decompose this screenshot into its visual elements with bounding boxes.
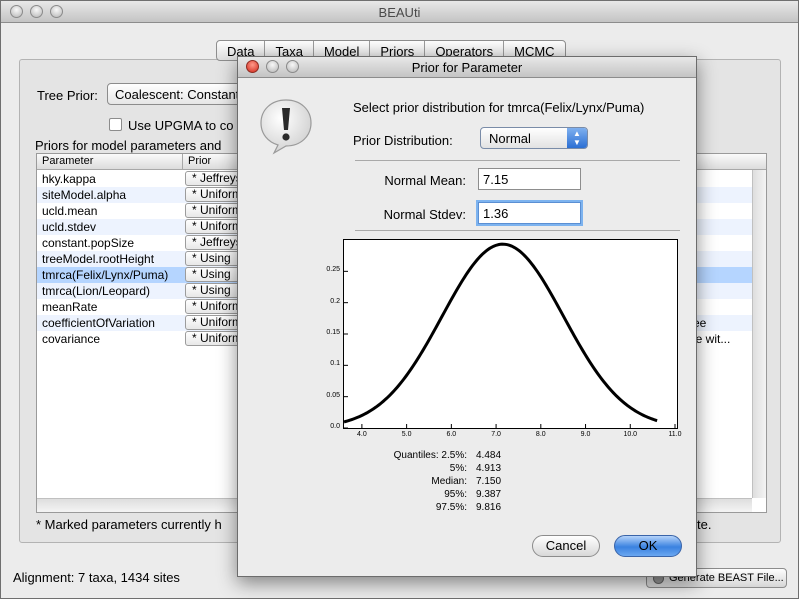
tab-mcmc[interactable]: MCMC bbox=[514, 44, 555, 59]
quantile-label: 5%: bbox=[449, 463, 467, 474]
tab-model[interactable]: Model bbox=[314, 41, 371, 60]
quantile-value: 9.387 bbox=[476, 489, 502, 500]
tab-operators[interactable]: Operators bbox=[425, 41, 505, 60]
parameter-name: tmrca(Felix/Lynx/Puma) bbox=[42, 268, 169, 282]
x-tick-label: 11.0 bbox=[668, 431, 682, 438]
prior-distribution-label: Prior Distribution: bbox=[353, 133, 453, 148]
priors-heading: Priors for model parameters and bbox=[35, 138, 222, 153]
x-tick-label: 10.0 bbox=[623, 431, 638, 438]
density-curve-chart bbox=[343, 242, 676, 429]
y-tick-label: 0.0 bbox=[330, 423, 340, 430]
distribution-plot bbox=[343, 239, 678, 429]
quantile-label: Median: bbox=[431, 476, 467, 487]
y-tick-label: 0.1 bbox=[330, 360, 340, 368]
column-header-prior[interactable]: Prior bbox=[188, 155, 212, 167]
exclamation-alert-icon bbox=[260, 99, 312, 155]
prior-description: ge wit... bbox=[689, 332, 731, 346]
quantile-label: Quantiles: 2.5%: bbox=[393, 450, 467, 461]
y-tick-label: 0.15 bbox=[326, 329, 340, 336]
marked-parameters-note: * Marked parameters currently h bbox=[36, 517, 222, 532]
y-tick-label: 0.2 bbox=[330, 297, 340, 305]
separator bbox=[355, 160, 680, 161]
minimize-dialog-icon[interactable] bbox=[266, 60, 279, 73]
tab-priors[interactable]: Priors bbox=[370, 41, 426, 60]
prior-distribution-value: Normal bbox=[489, 131, 531, 146]
quantile-value: 4.913 bbox=[476, 463, 502, 474]
dialog-titlebar: Prior for Parameter bbox=[238, 57, 696, 78]
parameter-name: ucld.stdev bbox=[42, 220, 97, 234]
x-tick-label: 9.0 bbox=[580, 431, 591, 438]
main-titlebar: BEAUti bbox=[1, 1, 798, 23]
zoom-dialog-icon[interactable] bbox=[286, 60, 299, 73]
quantile-value: 9.816 bbox=[476, 502, 502, 513]
tab-taxa[interactable]: Taxa bbox=[265, 41, 314, 60]
tab-data[interactable]: Data bbox=[217, 41, 266, 60]
quantile-value: 7.150 bbox=[476, 476, 502, 487]
normal-mean-field[interactable]: 7.15 bbox=[478, 168, 581, 190]
x-tick-label: 7.0 bbox=[491, 431, 501, 438]
y-tick-label: 0.25 bbox=[326, 266, 340, 274]
parameter-name: constant.popSize bbox=[42, 236, 135, 250]
parameter-name: meanRate bbox=[42, 300, 98, 314]
ok-button[interactable]: OK bbox=[614, 535, 682, 557]
x-tick-label: 4.0 bbox=[357, 431, 367, 438]
quantile-value: 4.484 bbox=[476, 450, 502, 461]
main-tab-bar: Data Taxa Model Priors Operators MCMC bbox=[216, 40, 566, 61]
upgma-label: Use UPGMA to co bbox=[128, 118, 234, 133]
dialog-heading: Select prior distribution for tmrca(Feli… bbox=[353, 100, 645, 115]
vertical-scrollbar[interactable] bbox=[752, 170, 766, 498]
dialog-title: Prior for Parameter bbox=[411, 60, 523, 75]
normal-mean-label: Normal Mean: bbox=[384, 173, 466, 188]
x-tick-label: 5.0 bbox=[401, 431, 412, 438]
close-window-icon[interactable] bbox=[10, 5, 23, 18]
close-dialog-icon[interactable] bbox=[246, 60, 259, 73]
marked-parameters-note-tail: te. bbox=[697, 517, 712, 532]
parameter-name: tmrca(Lion/Leopard) bbox=[42, 284, 151, 298]
density-curve-line bbox=[343, 242, 658, 424]
minimize-window-icon[interactable] bbox=[30, 5, 43, 18]
updown-arrows-icon: ▲ ▼ bbox=[567, 128, 587, 148]
normal-stdev-field[interactable]: 1.36 bbox=[478, 202, 581, 224]
x-tick-label: 8.0 bbox=[535, 431, 546, 438]
tree-prior-select[interactable]: Coalescent: Constant bbox=[107, 83, 257, 105]
upgma-checkbox[interactable] bbox=[109, 118, 122, 131]
parameter-name: siteModel.alpha bbox=[42, 188, 127, 202]
window-title: BEAUti bbox=[378, 5, 421, 20]
tree-prior-label: Tree Prior: bbox=[37, 88, 98, 103]
x-tick-label: 6.0 bbox=[446, 431, 457, 438]
separator bbox=[355, 230, 680, 231]
alignment-status: Alignment: 7 taxa, 1434 sites bbox=[13, 570, 180, 585]
zoom-window-icon[interactable] bbox=[50, 5, 63, 18]
parameter-name: coefficientOfVariation bbox=[42, 316, 155, 330]
y-tick-label: 0.05 bbox=[326, 391, 340, 399]
parameter-name: treeModel.rootHeight bbox=[42, 252, 155, 266]
cancel-button[interactable]: Cancel bbox=[532, 535, 600, 557]
table-row[interactable]: covariance * Uniform ge wit... bbox=[37, 331, 752, 347]
table-row[interactable]: ucld.mean * Uniform bbox=[37, 203, 752, 219]
prior-distribution-select[interactable]: Normal ▲ ▼ bbox=[480, 127, 588, 149]
quantile-label: 95%: bbox=[444, 489, 467, 500]
prior-for-parameter-dialog: Prior for Parameter Select prior distrib… bbox=[237, 56, 697, 577]
normal-stdev-label: Normal Stdev: bbox=[383, 207, 466, 222]
parameter-name: covariance bbox=[42, 332, 101, 346]
parameter-name: ucld.mean bbox=[42, 204, 98, 218]
column-header-parameter[interactable]: Parameter bbox=[42, 155, 94, 167]
quantile-label: 97.5%: bbox=[435, 502, 467, 513]
parameter-name: hky.kappa bbox=[42, 172, 96, 186]
